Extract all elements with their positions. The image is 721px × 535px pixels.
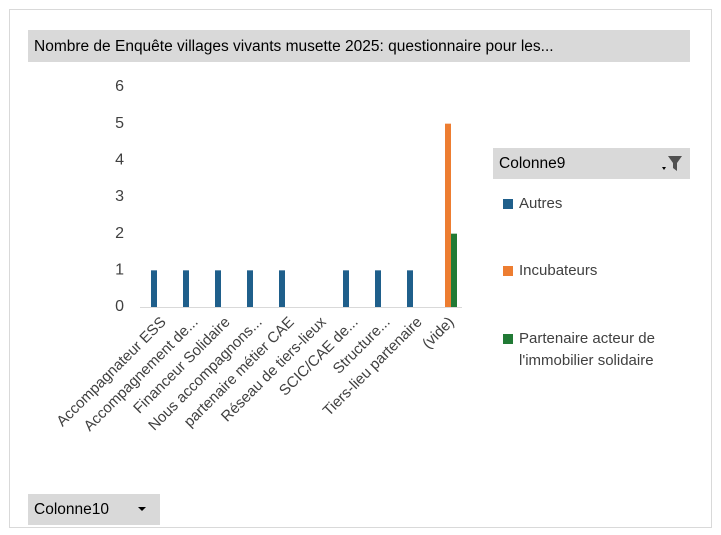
filter-icon (668, 156, 682, 171)
bar (215, 270, 221, 307)
legend-item: Incubateurs (503, 260, 703, 282)
bar (451, 233, 457, 307)
bar (375, 270, 381, 307)
legend-swatch (503, 199, 513, 209)
axis-field-button[interactable] (28, 494, 160, 525)
axis-field-label: Colonne10 (34, 501, 109, 518)
legend-title: Colonne9 (499, 155, 565, 172)
y-tick-label: 4 (115, 152, 124, 169)
bar (343, 270, 349, 307)
y-tick-label: 0 (115, 298, 124, 315)
legend-label: Incubateurs (519, 262, 598, 279)
legend-swatch (503, 334, 513, 344)
bar (279, 270, 285, 307)
chart-title: Nombre de Enquête villages vivants muset… (34, 38, 554, 55)
bar (445, 123, 451, 308)
y-tick-label: 2 (115, 225, 124, 242)
bar (183, 270, 189, 307)
dropdown-arrow (662, 167, 666, 170)
legend-label: Autres (519, 195, 563, 212)
y-tick-label: 5 (115, 115, 124, 132)
title-bar (28, 30, 690, 62)
legend-item: Partenaire acteur de l'immobilier solida… (503, 328, 703, 372)
legend-swatch (503, 266, 513, 276)
legend-label: Partenaire acteur de l'immobilier solida… (519, 330, 655, 369)
legend-field-button[interactable] (493, 148, 690, 179)
bar (247, 270, 253, 307)
chart-border (9, 9, 712, 528)
y-tick-label: 1 (115, 262, 124, 279)
legend-item: Autres (503, 193, 703, 215)
y-tick-label: 3 (115, 188, 124, 205)
bar (407, 270, 413, 307)
bar (151, 270, 157, 307)
dropdown-arrow (138, 507, 146, 511)
y-tick-label: 6 (115, 78, 124, 95)
